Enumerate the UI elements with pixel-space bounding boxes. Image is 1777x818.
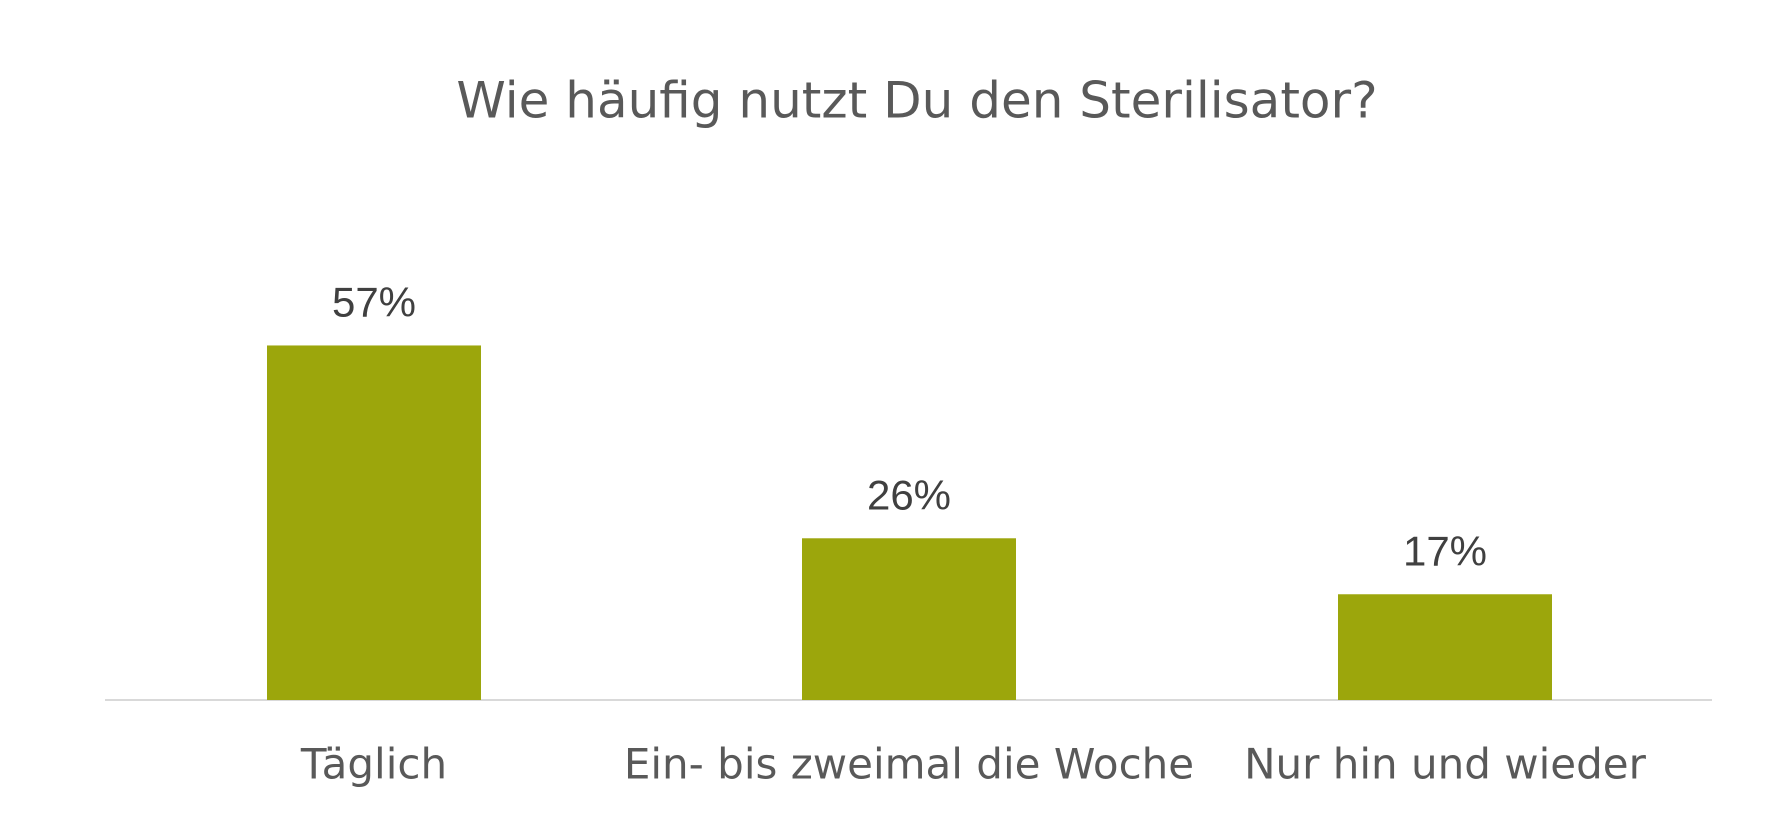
chart-title: Wie häufig nutzt Du den Sterilisator? (456, 72, 1377, 130)
x-tick-label: Ein- bis zweimal die Woche (624, 740, 1194, 789)
x-tick-label: Nur hin und wieder (1244, 740, 1647, 789)
value-label: 57% (332, 279, 416, 326)
value-label: 17% (1403, 527, 1487, 574)
x-tick-label: Täglich (300, 740, 447, 789)
bar (1338, 594, 1552, 700)
value-label: 26% (867, 471, 951, 518)
bar (267, 345, 481, 700)
bar (802, 538, 1016, 700)
